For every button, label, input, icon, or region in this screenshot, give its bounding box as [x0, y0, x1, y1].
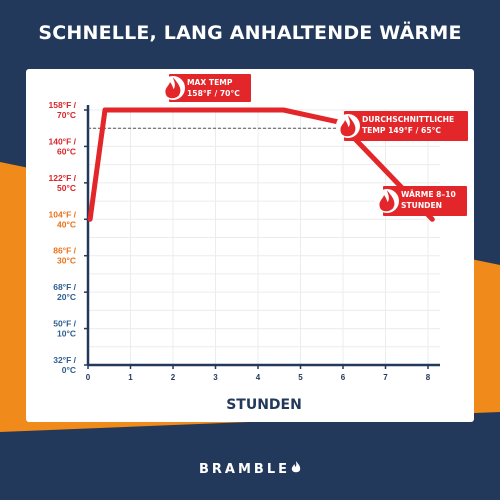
- callout-warmth-duration: WÄRME 8–10 STUNDEN: [375, 186, 467, 216]
- y-tick-label: 32°F /0°C: [53, 355, 76, 375]
- x-tick-label: 3: [213, 373, 218, 382]
- y-tick-label-fahrenheit: 32°F /: [53, 355, 76, 365]
- x-axis-label: STUNDEN: [226, 397, 302, 413]
- brand-wordmark: BRAMBLE: [199, 462, 290, 477]
- y-tick-label: 140°F /60°C: [49, 136, 77, 156]
- callout-line-2: STUNDEN: [401, 201, 442, 210]
- y-tick-label: 158°F /70°C: [49, 100, 77, 120]
- flame-icon: [161, 76, 185, 100]
- y-tick-label: 104°F /40°C: [49, 209, 77, 229]
- callout-line-2: TEMP 149°F / 65°C: [362, 126, 441, 135]
- y-tick-label-celsius: 30°C: [57, 256, 76, 266]
- x-tick-label: 6: [341, 373, 346, 382]
- grid: [87, 109, 440, 366]
- callout-box: [383, 186, 467, 216]
- y-tick-label-fahrenheit: 68°F /: [53, 282, 76, 292]
- y-tick-label-fahrenheit: 104°F /: [49, 209, 77, 219]
- x-tick-label: 1: [128, 373, 133, 382]
- y-tick-label-celsius: 40°C: [57, 219, 76, 229]
- flame-icon-shape: [379, 190, 395, 212]
- callout-line-1: DURCHSCHNITTLICHE: [362, 115, 454, 124]
- y-tick-label: 86°F /30°C: [53, 246, 76, 266]
- annotations-layer: MAX TEMP 158°F / 70°C DURCHSCHNITTLICHE TEM…: [161, 74, 468, 216]
- x-tick-label: 8: [426, 373, 431, 382]
- navy-background-band: [0, 412, 500, 500]
- callout-max-temp: MAX TEMP 158°F / 70°C: [161, 74, 251, 102]
- temperature-series-line: [87, 107, 435, 222]
- y-tick-label-fahrenheit: 158°F /: [49, 100, 77, 110]
- chart-card: 0 1 2 3 4 5 6 7 8 32°F /0°C 50°F /10°C 68°F /20°C 86…: [26, 69, 474, 422]
- flame-icon: [375, 189, 399, 213]
- y-tick-label-celsius: 0°C: [62, 365, 76, 375]
- callout-average-temp: DURCHSCHNITTLICHE TEMP 149°F / 65°C: [336, 111, 468, 141]
- y-tick-label-celsius: 50°C: [57, 183, 76, 193]
- flame-icon-shape: [165, 77, 181, 99]
- y-tick-label-fahrenheit: 86°F /: [53, 246, 76, 256]
- flame-icon: [336, 114, 360, 138]
- callout-text: DURCHSCHNITTLICHE TEMP 149°F / 65°C: [362, 115, 454, 135]
- callout-box: [344, 111, 468, 141]
- axes: 0 1 2 3 4 5 6 7 8 32°F /0°C 50°F /10°C 68°F /20°C 86…: [49, 100, 440, 382]
- y-tick-label-celsius: 10°C: [57, 329, 76, 339]
- y-tick-label-fahrenheit: 140°F /: [49, 136, 77, 146]
- callout-text: MAX TEMP 158°F / 70°C: [187, 78, 240, 98]
- callout-box: [169, 74, 251, 102]
- callout-line-1: WÄRME 8–10: [401, 190, 456, 199]
- x-tick-label: 7: [383, 373, 388, 382]
- x-tick-label: 5: [298, 373, 303, 382]
- x-tick-label: 4: [256, 373, 261, 382]
- y-tick-label: 122°F /50°C: [49, 173, 77, 193]
- callout-line-1: MAX TEMP: [187, 78, 233, 87]
- brand-logo: BRAMBLE: [0, 461, 500, 477]
- series-layer: [87, 107, 435, 222]
- callout-text: WÄRME 8–10 STUNDEN: [401, 190, 456, 210]
- temperature-chart: 0 1 2 3 4 5 6 7 8 32°F /0°C 50°F /10°C 68°F /20°C 86…: [49, 74, 468, 413]
- x-tick-label: 0: [86, 373, 91, 382]
- y-tick-label-fahrenheit: 122°F /: [49, 173, 77, 183]
- y-tick-label-celsius: 70°C: [57, 110, 76, 120]
- x-tick-label: 2: [171, 373, 176, 382]
- headline: SCHNELLE, LANG ANHALTENDE WÄRME: [38, 22, 462, 44]
- flame-icon: [291, 461, 301, 473]
- callout-line-2: 158°F / 70°C: [187, 89, 240, 98]
- y-tick-label: 68°F /20°C: [53, 282, 76, 302]
- y-tick-label-celsius: 60°C: [57, 146, 76, 156]
- flame-icon-shape: [340, 115, 356, 137]
- y-tick-label-celsius: 20°C: [57, 292, 76, 302]
- y-tick-label: 50°F /10°C: [53, 319, 76, 339]
- y-tick-label-fahrenheit: 50°F /: [53, 319, 76, 329]
